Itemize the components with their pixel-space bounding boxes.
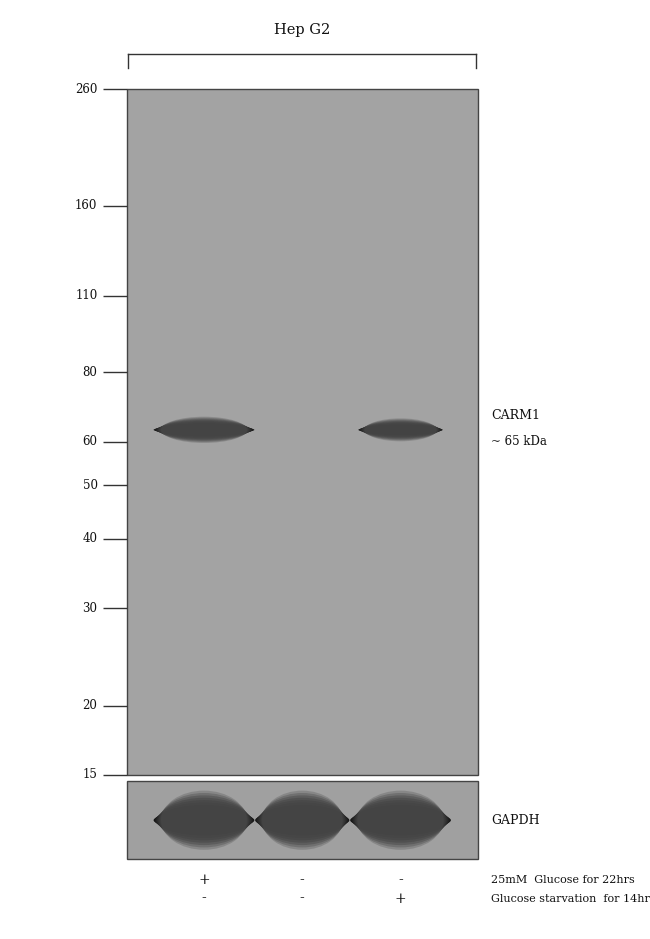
Text: Hep G2: Hep G2: [274, 23, 330, 37]
Text: -: -: [398, 873, 403, 886]
Text: -: -: [300, 892, 305, 905]
Ellipse shape: [156, 805, 252, 836]
Ellipse shape: [256, 809, 348, 831]
Ellipse shape: [157, 422, 251, 438]
Ellipse shape: [155, 424, 253, 436]
Ellipse shape: [353, 805, 448, 836]
Ellipse shape: [358, 426, 443, 433]
Text: 30: 30: [83, 602, 98, 615]
Text: 15: 15: [83, 768, 98, 781]
Text: +: +: [198, 873, 210, 886]
Ellipse shape: [155, 809, 254, 831]
Ellipse shape: [365, 419, 436, 441]
Ellipse shape: [158, 421, 250, 439]
Ellipse shape: [258, 802, 346, 838]
Text: 60: 60: [83, 435, 98, 448]
Ellipse shape: [260, 797, 344, 843]
Ellipse shape: [361, 423, 440, 437]
Ellipse shape: [262, 791, 343, 850]
Text: ~ 65 kDa: ~ 65 kDa: [491, 435, 547, 448]
Text: 80: 80: [83, 366, 98, 379]
Text: 50: 50: [83, 479, 98, 492]
Text: +: +: [395, 892, 406, 905]
Ellipse shape: [255, 811, 350, 828]
Ellipse shape: [360, 423, 441, 436]
Ellipse shape: [351, 809, 450, 831]
Ellipse shape: [363, 421, 439, 439]
Ellipse shape: [257, 807, 348, 834]
Ellipse shape: [159, 420, 250, 439]
Ellipse shape: [155, 807, 253, 834]
Ellipse shape: [364, 419, 437, 440]
Ellipse shape: [359, 425, 442, 434]
Text: 20: 20: [83, 699, 98, 712]
Ellipse shape: [354, 802, 448, 838]
Ellipse shape: [155, 425, 254, 435]
Ellipse shape: [261, 793, 343, 847]
Ellipse shape: [159, 797, 250, 843]
Ellipse shape: [158, 800, 250, 840]
Ellipse shape: [363, 420, 438, 439]
Ellipse shape: [161, 418, 248, 442]
Ellipse shape: [261, 795, 344, 845]
Ellipse shape: [161, 793, 248, 847]
Bar: [127, 89, 478, 775]
Ellipse shape: [352, 807, 449, 834]
Bar: [127, 781, 478, 859]
Text: -: -: [300, 873, 305, 886]
Ellipse shape: [359, 424, 441, 435]
Text: Glucose starvation  for 14hrs: Glucose starvation for 14hrs: [491, 894, 650, 903]
Text: 110: 110: [75, 289, 98, 302]
Ellipse shape: [156, 423, 252, 437]
Ellipse shape: [161, 417, 247, 443]
Ellipse shape: [354, 800, 447, 840]
Text: GAPDH: GAPDH: [491, 814, 540, 826]
Ellipse shape: [153, 426, 254, 434]
Ellipse shape: [357, 793, 444, 847]
Text: 160: 160: [75, 199, 98, 212]
Ellipse shape: [358, 791, 443, 850]
Text: 40: 40: [83, 532, 98, 546]
Text: 260: 260: [75, 83, 98, 96]
Ellipse shape: [161, 791, 247, 850]
Ellipse shape: [355, 797, 446, 843]
Text: CARM1: CARM1: [491, 409, 540, 423]
Ellipse shape: [257, 805, 347, 836]
Ellipse shape: [153, 811, 254, 828]
Text: 25mM  Glucose for 22hrs: 25mM Glucose for 22hrs: [491, 875, 634, 885]
Text: -: -: [202, 892, 206, 905]
Ellipse shape: [259, 800, 345, 840]
Ellipse shape: [157, 802, 251, 838]
Ellipse shape: [159, 419, 248, 441]
Ellipse shape: [350, 811, 451, 828]
Ellipse shape: [356, 795, 445, 845]
Ellipse shape: [159, 795, 248, 845]
Ellipse shape: [362, 422, 439, 438]
